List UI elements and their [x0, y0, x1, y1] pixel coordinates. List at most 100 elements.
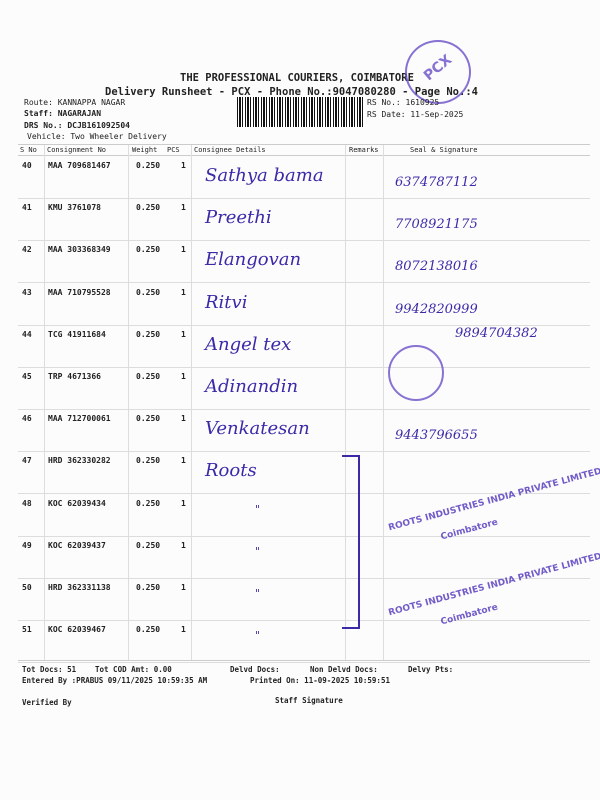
route: Route: KANNAPPA NAGAR	[24, 98, 126, 107]
pcs: 1	[181, 625, 186, 635]
pcs: 1	[181, 161, 186, 170]
signature-phone: 7708921175	[395, 217, 478, 233]
staff-signature: Staff Signature	[275, 696, 343, 705]
consignment-no: KOC 62039434	[48, 498, 106, 508]
weight: 0.250	[136, 540, 161, 550]
consignment-no: MAA 712700061	[48, 414, 111, 424]
table-row: 51 KOC 62039467 0.250 1 "	[0, 621, 600, 664]
sno: 40	[22, 161, 32, 170]
table-row: 44 TCG 41911684 0.250 1 Angel tex 989470…	[0, 326, 600, 368]
sno: 44	[22, 329, 32, 339]
entered-by: Entered By :PRABUS 09/11/2025 10:59:35 A…	[22, 676, 208, 685]
pcs: 1	[181, 583, 186, 592]
consignee-handwritten: "	[255, 587, 261, 600]
consignee-handwritten: Elangovan	[205, 249, 302, 271]
delvd-docs: Delvd Docs:	[230, 665, 280, 674]
consignee-handwritten: Ritvi	[205, 291, 248, 313]
sno: 49	[22, 540, 32, 550]
vehicle: Vehicle: Two Wheeler Delivery	[27, 132, 167, 141]
signature-phone: 9894704382	[455, 325, 538, 341]
col-seal: Seal & Signature	[410, 146, 478, 154]
consignment-no: TRP 4671366	[48, 372, 101, 381]
table-row: 46 MAA 712700061 0.250 1 Venkatesan 9443…	[0, 410, 600, 453]
sno: 46	[22, 414, 32, 424]
consignment-no: KOC 62039467	[48, 625, 106, 635]
tot-cod: Tot COD Amt: 0.00	[95, 665, 172, 674]
col-sno: S No	[20, 146, 37, 154]
pcs: 1	[181, 414, 186, 424]
table-row: 42 MAA 303368349 0.250 1 Elangovan 80721…	[0, 241, 600, 284]
consignment-no: TCG 41911684	[48, 329, 106, 339]
col-weight: Weight	[132, 146, 158, 154]
weight: 0.250	[136, 583, 161, 592]
sno: 43	[22, 287, 32, 297]
col-pcs: PCS	[167, 146, 180, 154]
rs-number: RS No.: 1610925	[367, 98, 440, 107]
non-delvd-docs: Non Delvd Docs:	[310, 665, 378, 674]
sno: 45	[22, 372, 32, 381]
signature-phone: 9443796655	[395, 428, 478, 444]
table-row: 48 KOC 62039434 0.250 1 "	[0, 495, 600, 537]
table-row: 43 MAA 710795528 0.250 1 Ritvi 994282099…	[0, 284, 600, 326]
consignment-no: HRD 362330282	[48, 456, 111, 466]
runsheet-subtitle: Delivery Runsheet - PCX - Phone No.:9047…	[105, 86, 478, 98]
pcx-stamp: PCX	[405, 40, 471, 104]
consignment-no: HRD 362331138	[48, 583, 111, 592]
consignee-handwritten: Sathya bama	[205, 165, 324, 186]
col-remarks: Remarks	[349, 146, 379, 154]
weight: 0.250	[136, 498, 161, 508]
rs-date: RS Date: 11-Sep-2025	[367, 110, 464, 119]
weight: 0.250	[136, 287, 161, 297]
consignment-no: MAA 710795528	[48, 287, 111, 297]
signature-phone: 9942820999	[395, 301, 478, 317]
table-row: 47 HRD 362330282 0.250 1 Roots	[0, 452, 600, 495]
pcs: 1	[181, 203, 186, 213]
table-row: 40 MAA 709681467 0.250 1 Sathya bama 637…	[0, 157, 600, 199]
consignment-no: KMU 3761078	[48, 203, 101, 213]
table-row: 41 KMU 3761078 0.250 1 Preethi 770892117…	[0, 199, 600, 242]
consignee-handwritten: "	[255, 544, 261, 558]
company-title: THE PROFESSIONAL COURIERS, COIMBATORE	[180, 72, 414, 84]
consignee-handwritten: Preethi	[205, 207, 272, 229]
consignment-no: MAA 303368349	[48, 245, 111, 255]
delvy-pts: Delvy Pts:	[408, 665, 454, 674]
sno: 47	[22, 456, 32, 466]
pcs: 1	[181, 456, 186, 466]
consignee-handwritten: "	[255, 502, 261, 516]
weight: 0.250	[136, 414, 161, 424]
pcs: 1	[181, 245, 186, 255]
pcs: 1	[181, 329, 186, 339]
sno: 48	[22, 498, 32, 508]
consignment-no: MAA 709681467	[48, 161, 111, 170]
weight: 0.250	[136, 372, 161, 381]
signature-phone: 6374787112	[395, 175, 478, 190]
barcode	[237, 97, 365, 127]
pcs: 1	[181, 540, 186, 550]
drs-number: DRS No.: DCJB161092504	[24, 121, 130, 130]
consignee-handwritten: Venkatesan	[205, 418, 310, 440]
consignee-handwritten: Angel tex	[205, 333, 292, 355]
sno: 41	[22, 203, 32, 213]
sno: 51	[22, 625, 32, 635]
pcs: 1	[181, 372, 186, 381]
tot-docs: Tot Docs: 51	[22, 665, 77, 674]
verified-by: Verified By	[22, 698, 72, 707]
weight: 0.250	[136, 625, 161, 635]
pcs: 1	[181, 498, 186, 508]
weight: 0.250	[136, 245, 161, 255]
col-consignment: Consignment No	[47, 146, 107, 154]
weight: 0.250	[136, 456, 161, 466]
printed-on: Printed On: 11-09-2025 10:59:51	[250, 676, 390, 685]
pcs: 1	[181, 287, 186, 297]
table-row: 45 TRP 4671366 0.250 1 Adinandin	[0, 368, 600, 410]
col-consignee: Consignee Details	[194, 146, 266, 154]
bracket-mark	[342, 455, 360, 629]
consignment-no: KOC 62039437	[48, 540, 106, 550]
weight: 0.250	[136, 203, 161, 213]
signature-phone: 8072138016	[395, 259, 478, 275]
staff: Staff: NAGARAJAN	[24, 109, 102, 118]
weight: 0.250	[136, 329, 161, 339]
consignee-handwritten: Roots	[205, 460, 257, 482]
table-row: 49 KOC 62039437 0.250 1 "	[0, 537, 600, 579]
